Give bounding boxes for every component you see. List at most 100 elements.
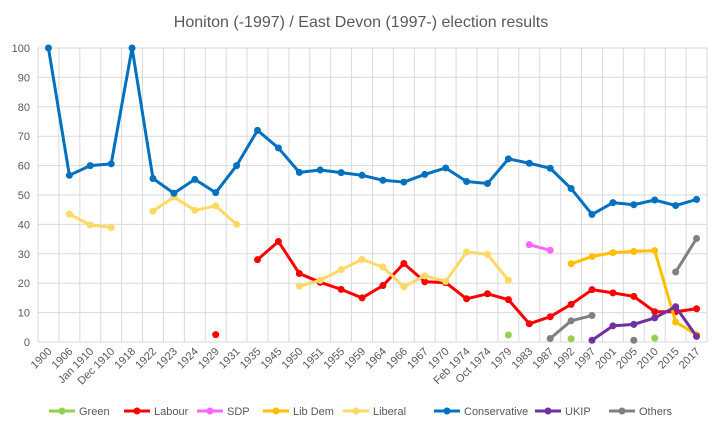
data-point-others — [672, 268, 680, 276]
data-point-labour — [483, 290, 491, 298]
data-point-conservative — [651, 196, 659, 204]
legend-marker — [618, 407, 626, 415]
data-point-liberal — [316, 276, 324, 284]
data-point-conservative — [86, 162, 94, 170]
data-point-conservative — [337, 169, 345, 177]
data-point-sdp — [546, 246, 554, 254]
y-tick-label: 90 — [18, 72, 30, 84]
y-tick-label: 70 — [18, 131, 30, 143]
data-point-ukip — [672, 303, 680, 311]
data-point-conservative — [588, 210, 596, 218]
data-point-conservative — [295, 168, 303, 176]
data-point-liberal — [400, 283, 408, 291]
data-point-lib-dem — [588, 252, 596, 260]
data-point-others — [630, 336, 638, 344]
data-point-labour — [337, 285, 345, 293]
data-point-conservative — [191, 175, 199, 183]
y-tick-label: 30 — [18, 249, 30, 261]
data-point-labour — [379, 282, 387, 290]
data-point-labour — [630, 292, 638, 300]
x-tick-label: 1967 — [405, 346, 431, 372]
chart-title: Honiton (-1997) / East Devon (1997-) ele… — [174, 14, 548, 31]
data-point-ukip — [651, 314, 659, 322]
data-point-lib-dem — [609, 249, 617, 257]
data-point-others — [567, 317, 575, 325]
data-point-conservative — [609, 199, 617, 207]
legend-label: Others — [639, 406, 673, 418]
y-tick-label: 60 — [18, 161, 30, 173]
x-tick-label: 2005 — [614, 346, 640, 372]
data-point-conservative — [483, 180, 491, 188]
data-point-conservative — [149, 175, 157, 183]
x-tick-label: 1900 — [29, 346, 55, 372]
data-point-conservative — [65, 171, 73, 179]
legend-label: Labour — [154, 406, 189, 418]
data-point-others — [588, 312, 596, 320]
series-line-sdp — [528, 243, 551, 252]
data-point-conservative — [274, 144, 282, 152]
legend-marker — [443, 407, 451, 415]
data-point-labour — [546, 313, 554, 321]
x-tick-label: 1966 — [384, 346, 410, 372]
legend-label: Liberal — [373, 406, 406, 418]
data-point-conservative — [421, 170, 429, 178]
data-point-labour — [295, 269, 303, 277]
data-point-liberal — [65, 210, 73, 218]
data-point-conservative — [504, 155, 512, 163]
series-line-ukip — [591, 305, 698, 342]
data-point-liberal — [358, 255, 366, 263]
x-tick-label: 1964 — [363, 346, 389, 372]
data-point-conservative — [254, 126, 262, 134]
legend-marker — [272, 407, 280, 415]
x-tick-label: 1923 — [154, 346, 180, 372]
data-point-liberal — [86, 221, 94, 229]
data-point-lib-dem — [630, 247, 638, 255]
data-point-labour — [254, 256, 262, 264]
x-tick-label: 2010 — [635, 346, 661, 372]
x-tick-label: 2001 — [593, 346, 619, 372]
data-point-conservative — [463, 177, 471, 185]
data-point-conservative — [379, 176, 387, 184]
data-point-labour — [588, 286, 596, 294]
series-line-others — [674, 237, 698, 273]
x-tick-label: 1935 — [238, 346, 264, 372]
data-point-ukip — [630, 320, 638, 328]
legend-marker — [352, 407, 360, 415]
data-point-labour — [693, 305, 701, 313]
data-point-green — [567, 335, 575, 343]
x-tick-label: 1992 — [551, 346, 577, 372]
data-point-liberal — [337, 266, 345, 274]
data-point-conservative — [128, 44, 136, 52]
x-tick-label: 1979 — [489, 346, 515, 372]
data-point-conservative — [546, 164, 554, 172]
x-tick-label: 2015 — [656, 346, 682, 372]
data-point-conservative — [44, 44, 52, 52]
x-tick-label: 1945 — [259, 346, 285, 372]
data-point-labour — [358, 294, 366, 302]
data-point-labour — [274, 237, 282, 245]
data-point-labour — [609, 289, 617, 297]
y-tick-label: 0 — [24, 337, 30, 349]
data-point-conservative — [693, 195, 701, 203]
data-point-conservative — [630, 201, 638, 209]
data-point-conservative — [525, 159, 533, 167]
data-point-conservative — [567, 185, 575, 193]
x-tick-label: 2017 — [677, 346, 703, 372]
data-point-lib-dem — [672, 318, 680, 326]
data-point-others — [546, 334, 554, 342]
x-tick-label: 1959 — [342, 346, 368, 372]
y-tick-label: 40 — [18, 219, 30, 231]
data-point-labour — [504, 296, 512, 304]
data-point-liberal — [107, 223, 115, 231]
series-line-labour — [256, 239, 697, 326]
x-tick-label: 1951 — [301, 346, 327, 372]
data-point-conservative — [442, 164, 450, 172]
data-point-liberal — [442, 277, 450, 285]
x-tick-label: 1950 — [280, 346, 306, 372]
legend-label: UKIP — [565, 406, 591, 418]
legend-label: Conservative — [464, 406, 528, 418]
data-point-labour — [463, 295, 471, 303]
legend-label: Green — [79, 406, 110, 418]
data-point-liberal — [379, 263, 387, 271]
data-point-labour — [567, 300, 575, 308]
